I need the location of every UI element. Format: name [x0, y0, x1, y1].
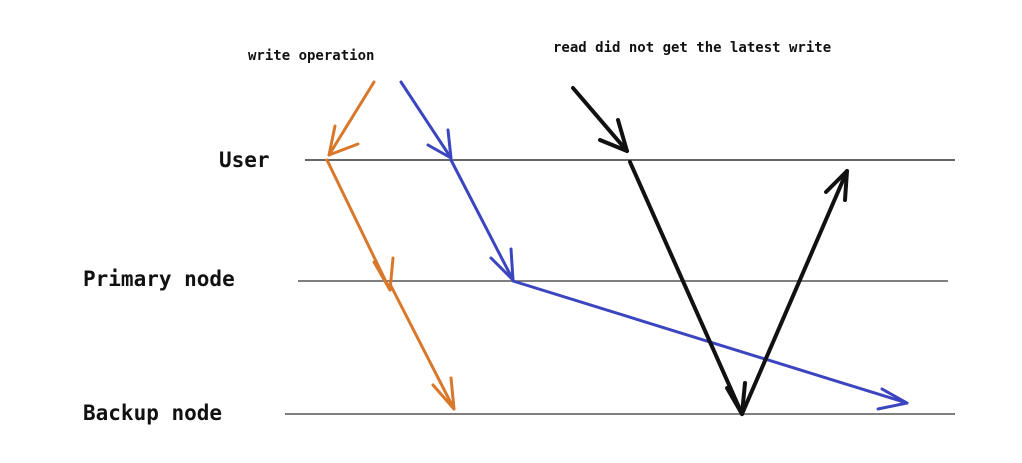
write-operation-label: write operation: [248, 48, 375, 64]
blue-write-flow: [399, 80, 909, 411]
orange-primary-to-backup-arrowhead: [431, 376, 456, 411]
orange-pointer-arrowhead: [327, 124, 360, 157]
blue-pointer-arrow: [399, 80, 453, 160]
orange-primary-to-backup-arrow: [388, 282, 456, 411]
orange-user-to-primary-arrowhead: [372, 256, 395, 292]
orange-user-to-primary-arrow: [325, 158, 392, 292]
read-stale-label: read did not get the latest write: [553, 40, 832, 56]
blue-user-to-primary-arrowhead: [489, 247, 515, 282]
primary-lane-label: Primary node: [83, 267, 235, 291]
lane-lines: [285, 159, 955, 415]
blue-user-to-primary-arrow: [449, 158, 515, 282]
blue-pointer-arrowhead: [426, 128, 453, 160]
blue-primary-to-backup-arrowhead: [876, 387, 909, 411]
black-pointer-arrowhead: [598, 118, 629, 153]
black-backup-to-user-arrowhead: [824, 169, 849, 202]
black-read-flow: [571, 86, 849, 416]
orange-pointer-arrow: [327, 80, 376, 157]
black-pointer-arrow: [571, 86, 629, 153]
black-user-to-backup-arrow: [628, 160, 744, 416]
orange-write-flow: [325, 80, 456, 411]
user-lane-label: User: [219, 148, 270, 172]
backup-lane-label: Backup node: [83, 401, 223, 425]
black-backup-to-user-arrow: [740, 169, 849, 416]
